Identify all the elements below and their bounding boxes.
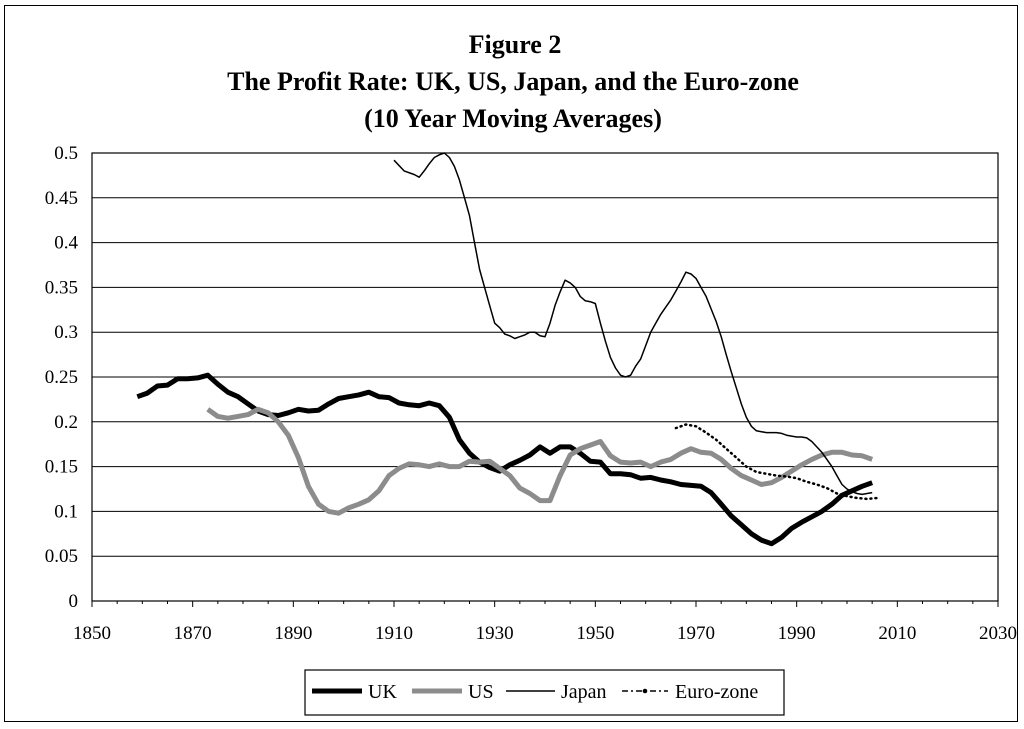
legend-label-euro-zone: Euro-zone bbox=[675, 681, 758, 703]
y-tick-label-1: 0.05 bbox=[45, 546, 78, 567]
x-tick-label-0: 1850 bbox=[73, 623, 111, 644]
x-axis: 1850 1870 1890 1910 1930 1950 1970 1990 2010 2030 bbox=[73, 601, 1017, 644]
y-tick-label-8: 0.4 bbox=[54, 233, 78, 254]
legend: UK US Japan Euro-zone bbox=[304, 669, 785, 716]
x-tick-label-3: 1910 bbox=[375, 623, 413, 644]
y-tick-label-3: 0.15 bbox=[45, 457, 78, 478]
y-tick-label-6: 0.3 bbox=[54, 322, 78, 343]
x-tick-label-6: 1970 bbox=[677, 623, 715, 644]
chart-subtitle: The Profit Rate: UK, US, Japan, and the … bbox=[227, 67, 799, 96]
gridlines bbox=[92, 197, 998, 557]
x-tick-label-2: 1890 bbox=[274, 623, 312, 644]
y-tick-label-7: 0.35 bbox=[45, 277, 78, 298]
series-line-japan bbox=[393, 152, 873, 496]
x-tick-label-4: 1930 bbox=[476, 623, 514, 644]
x-tick-label-5: 1950 bbox=[576, 623, 614, 644]
x-tick-label-7: 1990 bbox=[778, 623, 816, 644]
y-tick-label-5: 0.25 bbox=[45, 367, 78, 388]
legend-label-uk: UK bbox=[368, 681, 397, 703]
x-tick-label-9: 2030 bbox=[979, 623, 1017, 644]
legend-swatch-euro-zone-dot bbox=[642, 688, 648, 694]
y-tick-label-10: 0.5 bbox=[54, 143, 78, 164]
series-lines bbox=[136, 152, 879, 547]
y-axis: 0 0.05 0.1 0.15 0.2 0.25 0.3 0.35 0.4 0.45 0.5 bbox=[45, 143, 79, 612]
series-line-us bbox=[206, 406, 874, 516]
legend-label-us: US bbox=[468, 681, 494, 703]
y-tick-label-2: 0.1 bbox=[54, 501, 78, 522]
y-tick-label-4: 0.2 bbox=[54, 412, 78, 433]
y-tick-label-9: 0.45 bbox=[45, 188, 78, 209]
chart-title: Figure 2 bbox=[469, 30, 562, 59]
series-line-euro-zone bbox=[674, 423, 879, 501]
chart-frame bbox=[4, 5, 1018, 722]
legend-box bbox=[304, 669, 785, 716]
x-tick-label-8: 2010 bbox=[878, 623, 916, 644]
chart-subtitle-2: (10 Year Moving Averages) bbox=[364, 104, 662, 133]
y-tick-label-0: 0 bbox=[69, 591, 79, 612]
legend-label-japan: Japan bbox=[561, 681, 607, 703]
x-tick-label-1: 1870 bbox=[174, 623, 212, 644]
series-line-uk bbox=[136, 372, 874, 547]
